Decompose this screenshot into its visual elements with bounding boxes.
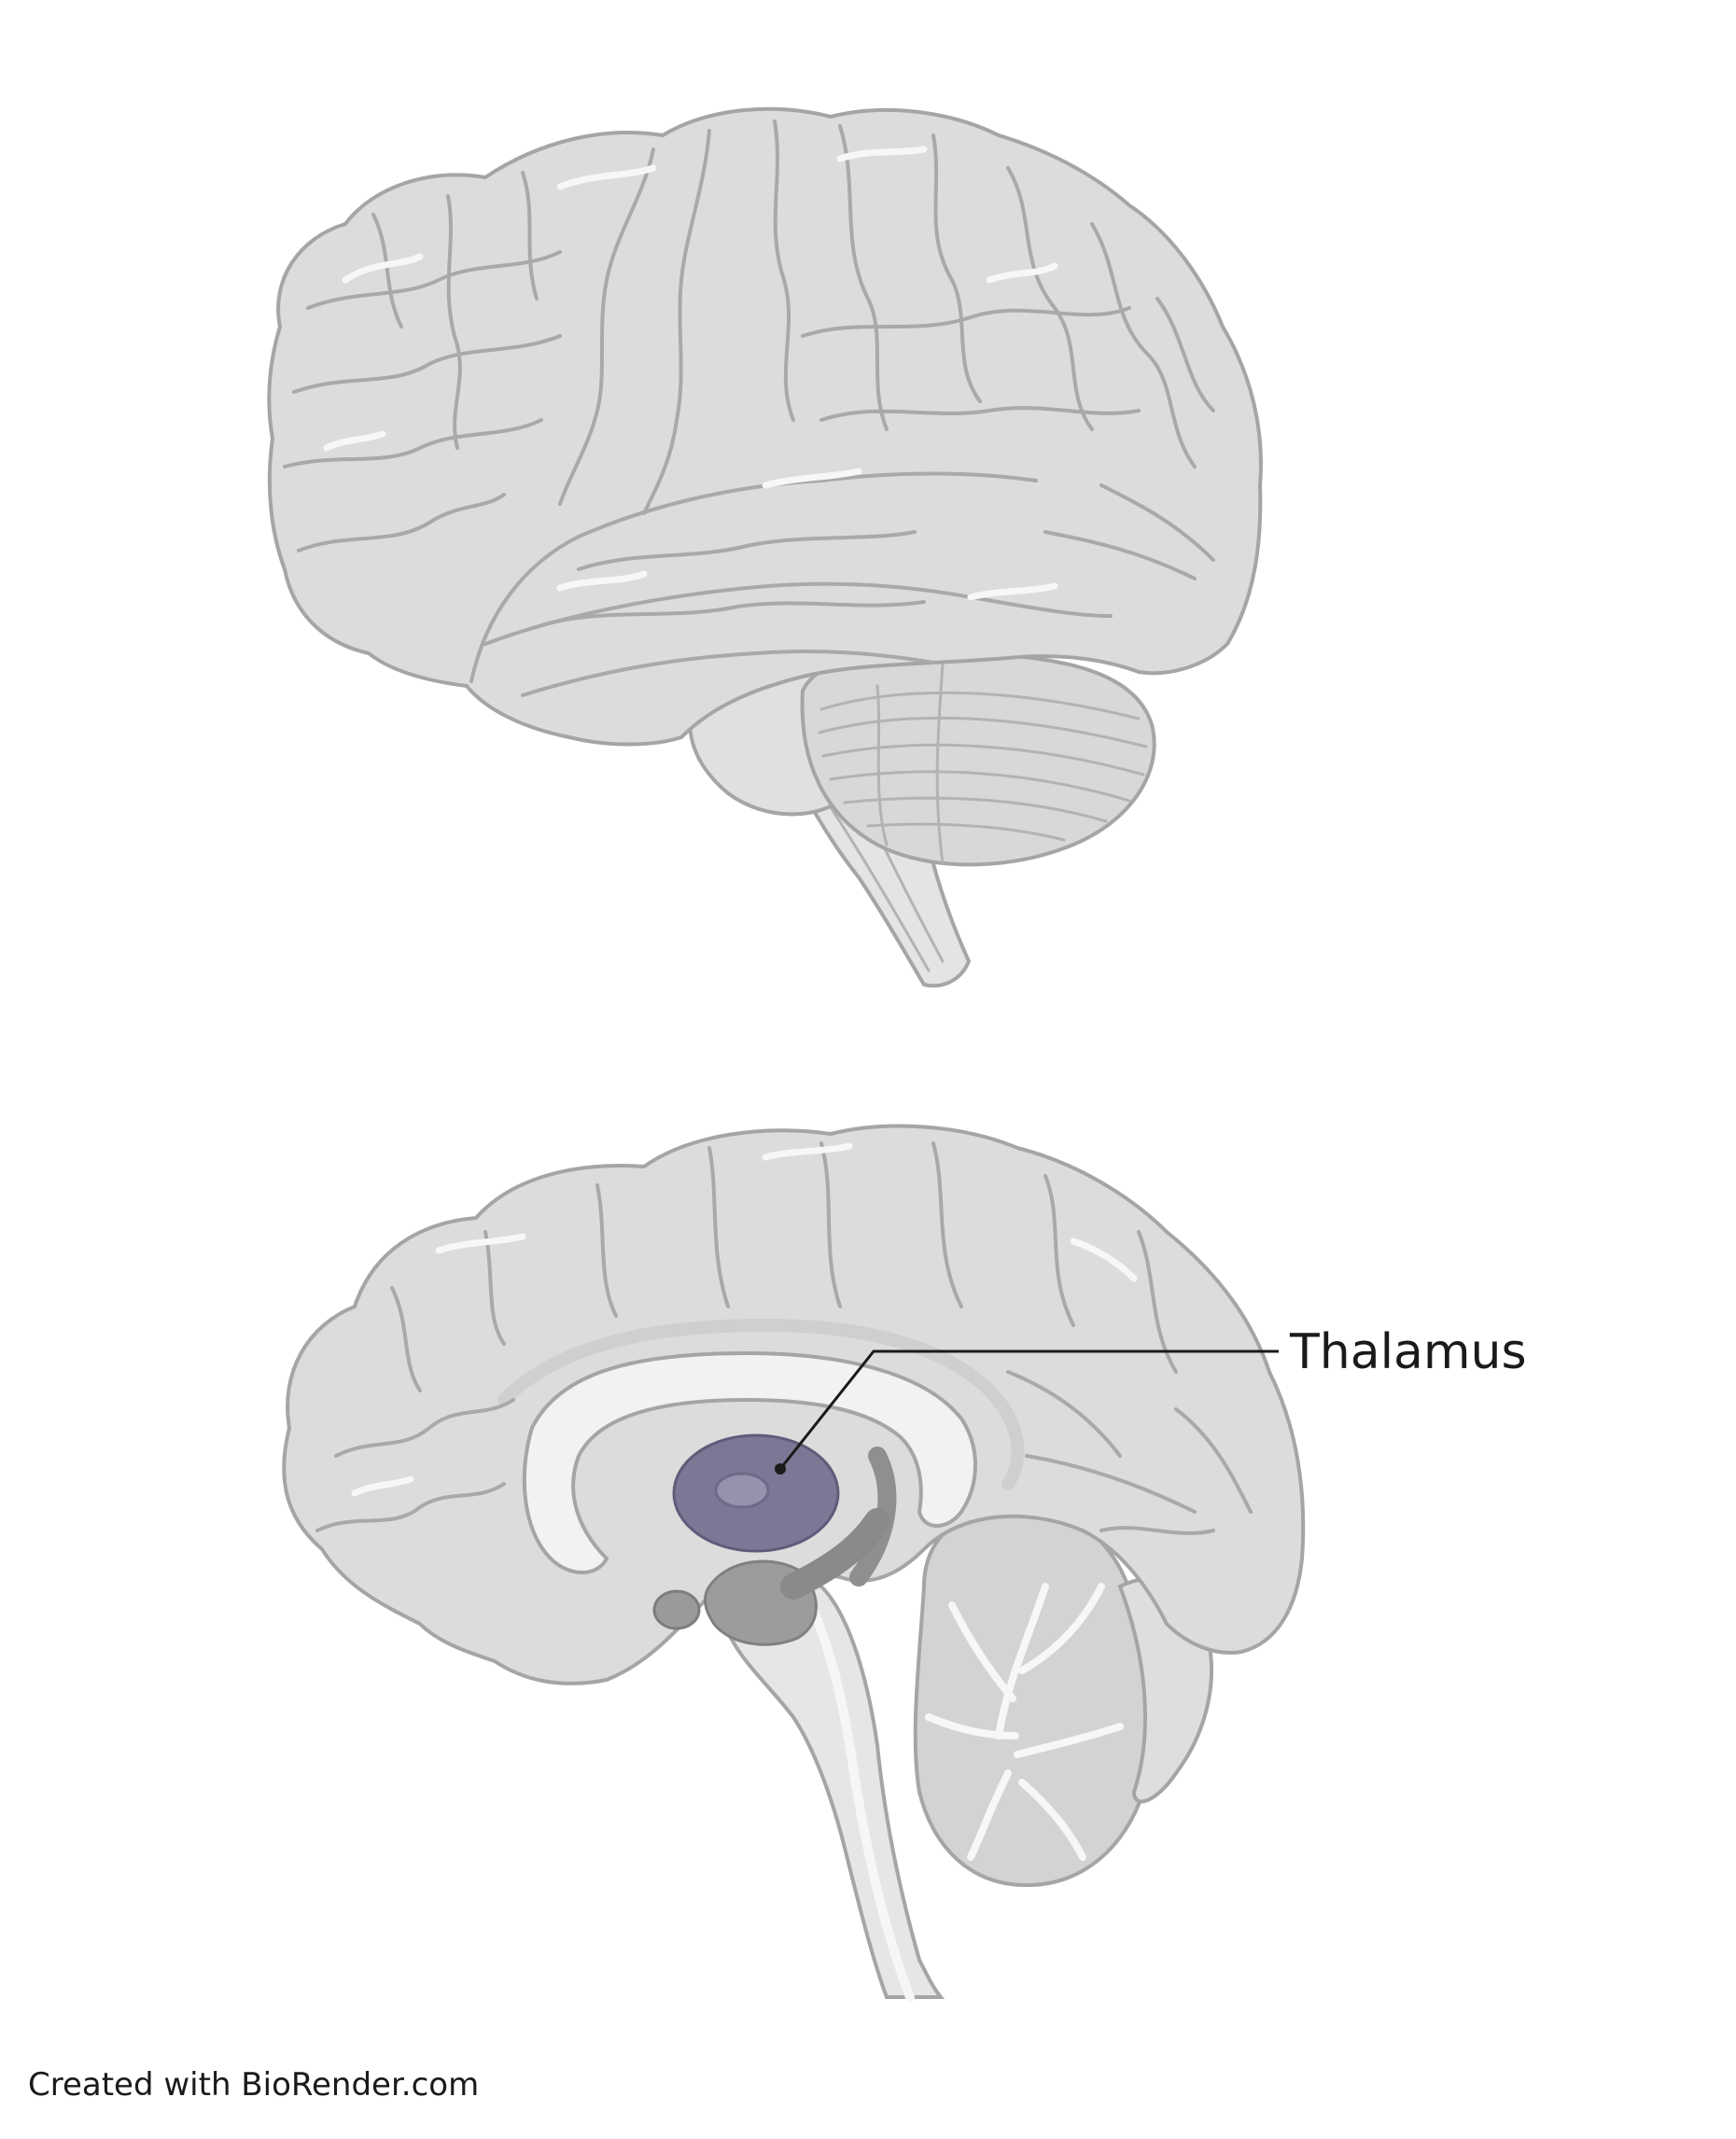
credit-text: Created with BioRender.com [28, 2066, 479, 2104]
thalamus-inner-nucleus [716, 1474, 768, 1507]
lateral-cerebrum [269, 109, 1261, 745]
sagittal-cerebellum [916, 1506, 1154, 1885]
pituitary-gland [654, 1591, 699, 1629]
sagittal-brain-view [284, 1126, 1303, 1997]
thalamus-label: Thalamus [1289, 1324, 1527, 1380]
lateral-brain-view [269, 109, 1261, 986]
thalamus-pointer-dot [775, 1463, 786, 1475]
